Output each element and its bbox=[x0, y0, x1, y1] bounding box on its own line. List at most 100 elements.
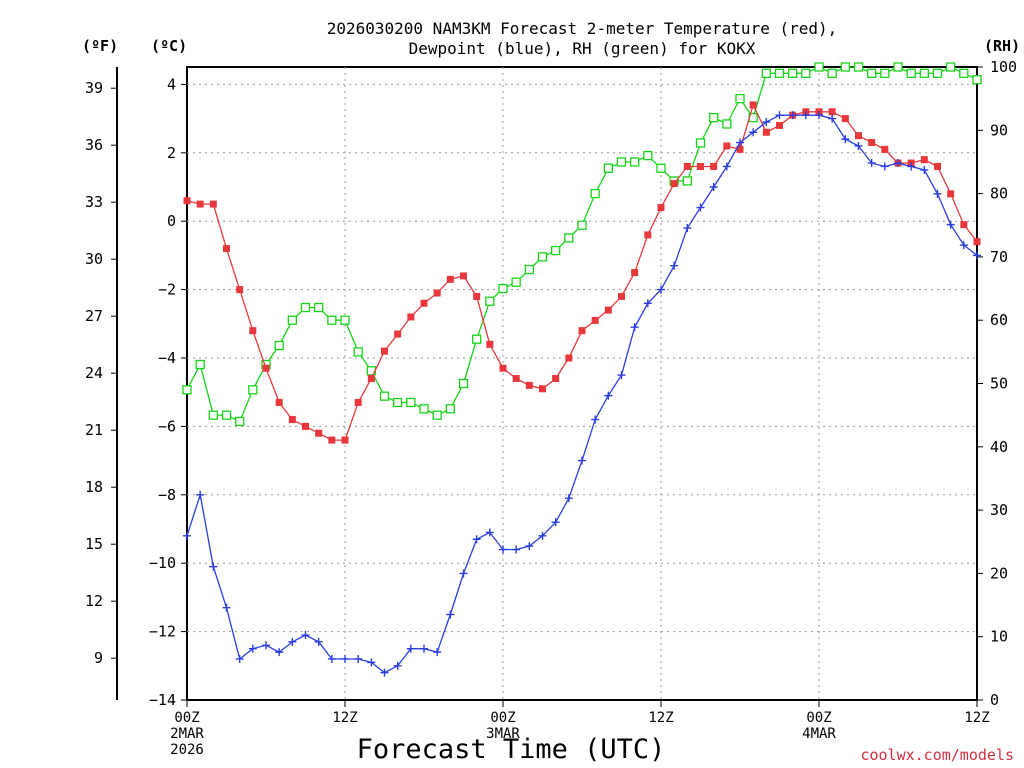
rh-point bbox=[498, 283, 508, 294]
dewpoint-point bbox=[301, 631, 310, 640]
rh-point bbox=[432, 410, 442, 420]
rh-point bbox=[761, 68, 771, 78]
x-tick-label: 4MAR bbox=[802, 726, 836, 742]
fahrenheit-unit-label: (ºF) bbox=[82, 37, 118, 55]
dewpoint-point bbox=[525, 542, 534, 551]
rh-point bbox=[788, 68, 798, 78]
dewpoint-point bbox=[551, 518, 560, 527]
temperature-point bbox=[855, 132, 862, 140]
temperature-point bbox=[973, 238, 981, 246]
dewpoint-point bbox=[722, 162, 731, 171]
rh-point bbox=[840, 62, 850, 72]
temperature-point bbox=[828, 108, 836, 116]
dewpoint-point bbox=[209, 562, 218, 571]
temperature-point bbox=[499, 364, 507, 372]
temperature-point bbox=[578, 327, 586, 335]
temperature-point bbox=[631, 269, 639, 276]
dewpoint-point bbox=[946, 220, 955, 229]
dewpoint-point bbox=[196, 490, 205, 499]
dewpoint-point bbox=[499, 545, 507, 554]
dewpoint-point bbox=[657, 285, 665, 294]
temperature-line bbox=[186, 103, 978, 441]
dewpoint-point bbox=[354, 654, 363, 663]
dewpoint-point bbox=[894, 159, 902, 168]
temperature-point bbox=[657, 204, 665, 212]
rh-point bbox=[577, 220, 587, 230]
rh-point bbox=[735, 94, 745, 104]
rh-point bbox=[603, 163, 613, 173]
fahrenheit-tick-label: 39 bbox=[85, 79, 103, 97]
celsius-tick-label: −4 bbox=[158, 349, 176, 367]
rh-tick-label: 0 bbox=[990, 691, 999, 709]
temperature-point bbox=[670, 180, 678, 188]
dewpoint-point bbox=[920, 165, 929, 174]
rh-point bbox=[564, 233, 574, 243]
rh-point bbox=[235, 416, 245, 427]
rh-point bbox=[537, 252, 548, 262]
temperature-point bbox=[407, 313, 415, 321]
rh-point bbox=[287, 315, 297, 325]
temperature-point bbox=[512, 375, 520, 383]
dewpoint-point bbox=[485, 528, 494, 537]
dewpoint-point bbox=[578, 456, 586, 465]
temperature-point bbox=[736, 145, 744, 153]
celsius-tick-label: 2 bbox=[167, 144, 176, 162]
rh-point bbox=[590, 188, 600, 199]
rh-point bbox=[182, 385, 192, 395]
rh-point bbox=[208, 410, 218, 420]
x-tick-label: 00Z bbox=[174, 710, 199, 726]
temperature-point bbox=[223, 245, 230, 253]
temperature-point bbox=[275, 398, 283, 406]
dewpoint-point bbox=[420, 644, 428, 653]
temperature-point bbox=[288, 416, 296, 424]
x-tick-label: 12Z bbox=[332, 710, 357, 726]
temperature-point bbox=[446, 275, 454, 283]
dewpoint-point bbox=[459, 569, 468, 578]
dewpoint-point bbox=[367, 658, 376, 667]
dewpoint-point bbox=[683, 224, 692, 233]
rh-point bbox=[458, 378, 469, 389]
dewpoint-line bbox=[186, 114, 978, 674]
dewpoint-point bbox=[801, 111, 810, 120]
rh-point bbox=[867, 68, 877, 78]
dewpoint-point bbox=[222, 603, 231, 612]
fahrenheit-tick-label: 36 bbox=[85, 136, 103, 154]
dewpoint-point bbox=[670, 261, 679, 270]
rh-tick-label: 30 bbox=[990, 501, 1008, 519]
series-layer bbox=[182, 62, 982, 677]
rh-point bbox=[959, 68, 969, 78]
temperature-point bbox=[354, 398, 362, 406]
temperature-point bbox=[420, 299, 428, 307]
temperature-point bbox=[486, 340, 494, 348]
temperature-point bbox=[249, 327, 257, 335]
rh-point bbox=[630, 157, 640, 167]
rh-point bbox=[300, 302, 311, 313]
dewpoint-point bbox=[617, 371, 626, 380]
rh-point bbox=[643, 150, 653, 161]
fahrenheit-tick-label: 12 bbox=[85, 592, 103, 610]
temperature-point bbox=[565, 354, 573, 362]
fahrenheit-tick-label: 15 bbox=[85, 535, 103, 553]
temperature-point bbox=[841, 115, 849, 123]
rh-point bbox=[695, 138, 706, 148]
rh-point bbox=[406, 397, 416, 408]
dewpoint-point bbox=[248, 644, 257, 653]
rh-point bbox=[195, 359, 205, 370]
temperature-point bbox=[920, 156, 928, 164]
rh-point bbox=[709, 112, 719, 123]
dewpoint-point bbox=[604, 391, 613, 400]
temperature-point bbox=[723, 142, 731, 150]
dewpoint-point bbox=[314, 637, 323, 646]
rh-point bbox=[972, 75, 982, 85]
temperature-point bbox=[749, 101, 757, 109]
rh-tick-label: 80 bbox=[990, 185, 1008, 203]
chart-title-line2: Dewpoint (blue), RH (green) for KOKX bbox=[409, 39, 756, 58]
rh-line bbox=[186, 66, 978, 423]
temperature-point bbox=[591, 316, 599, 324]
dewpoint-point bbox=[973, 251, 981, 260]
plot-frame bbox=[186, 66, 978, 701]
dewpoint-point bbox=[841, 135, 850, 144]
rh-point bbox=[801, 68, 811, 78]
rh-point bbox=[419, 404, 429, 414]
